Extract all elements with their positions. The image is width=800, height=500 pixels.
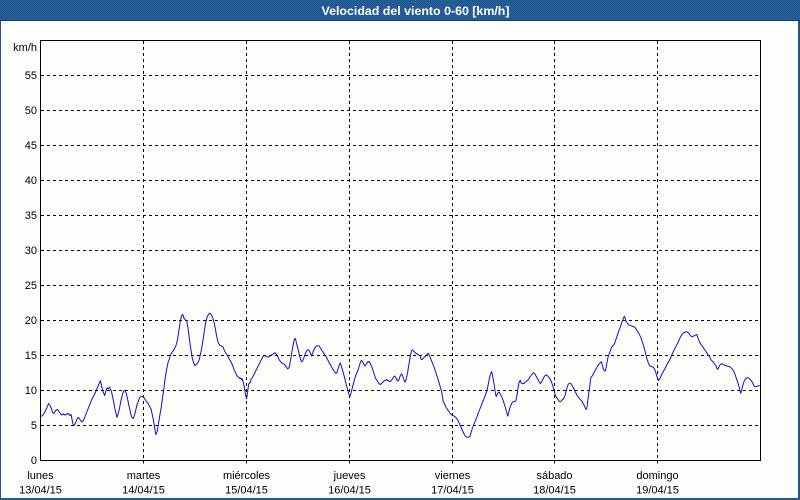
- svg-text:jueves: jueves: [333, 470, 366, 482]
- svg-text:17/04/15: 17/04/15: [431, 485, 474, 497]
- svg-text:16/04/15: 16/04/15: [328, 485, 371, 497]
- svg-text:18/04/15: 18/04/15: [533, 485, 576, 497]
- svg-text:40: 40: [25, 175, 37, 187]
- svg-text:lunes: lunes: [27, 470, 54, 482]
- svg-text:20: 20: [25, 315, 37, 327]
- svg-text:30: 30: [25, 245, 37, 257]
- svg-text:km/h: km/h: [13, 42, 37, 54]
- svg-text:15: 15: [25, 350, 37, 362]
- svg-text:15/04/15: 15/04/15: [225, 485, 268, 497]
- svg-text:miércoles: miércoles: [223, 470, 271, 482]
- svg-text:domingo: domingo: [636, 470, 678, 482]
- svg-text:Velocidad del viento 0-60 [km/: Velocidad del viento 0-60 [km/h]: [322, 4, 510, 18]
- svg-text:25: 25: [25, 280, 37, 292]
- svg-text:35: 35: [25, 210, 37, 222]
- svg-text:55: 55: [25, 70, 37, 82]
- svg-text:5: 5: [31, 420, 37, 432]
- svg-text:14/04/15: 14/04/15: [122, 485, 165, 497]
- svg-text:10: 10: [25, 385, 37, 397]
- svg-text:martes: martes: [127, 470, 161, 482]
- svg-text:13/04/15: 13/04/15: [19, 485, 62, 497]
- svg-text:0: 0: [31, 455, 37, 467]
- svg-text:viernes: viernes: [435, 470, 471, 482]
- svg-text:50: 50: [25, 105, 37, 117]
- svg-text:45: 45: [25, 140, 37, 152]
- svg-text:sábado: sábado: [536, 470, 572, 482]
- svg-text:19/04/15: 19/04/15: [636, 485, 679, 497]
